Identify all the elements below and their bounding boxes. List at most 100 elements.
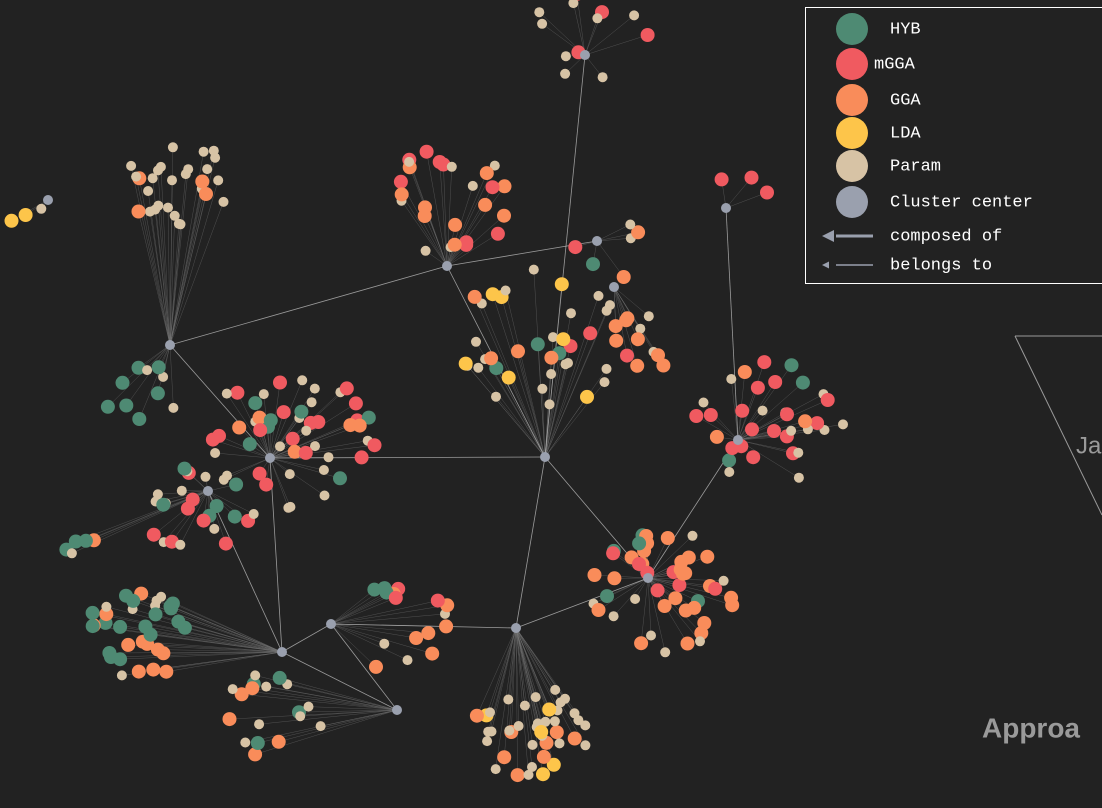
- node: [528, 264, 539, 275]
- node: [309, 383, 320, 394]
- edge: [269, 457, 324, 471]
- node: [388, 590, 403, 605]
- edge: [269, 417, 300, 459]
- node: [419, 144, 434, 159]
- legend-arrowhead: [822, 230, 834, 242]
- node: [478, 197, 493, 212]
- node: [285, 431, 300, 446]
- node: [168, 402, 179, 413]
- edge: [169, 180, 219, 346]
- edge: [424, 215, 448, 267]
- edge: [107, 344, 171, 407]
- node: [287, 444, 302, 459]
- node: [167, 142, 178, 153]
- edge: [489, 627, 517, 713]
- edge: [737, 439, 794, 454]
- edge: [486, 627, 517, 742]
- edge: [495, 396, 546, 458]
- node: [560, 51, 571, 62]
- edge: [737, 412, 786, 441]
- node: [306, 397, 317, 408]
- node: [100, 399, 115, 414]
- edge: [207, 490, 227, 544]
- node: [640, 28, 655, 42]
- node: [303, 701, 314, 712]
- node: [757, 405, 768, 416]
- node: [252, 466, 267, 481]
- node: [315, 721, 326, 732]
- node: [218, 474, 229, 485]
- edge: [120, 651, 283, 660]
- edge: [269, 457, 325, 496]
- node: [635, 323, 646, 334]
- edge: [647, 577, 652, 636]
- edge: [106, 613, 283, 653]
- node: [793, 472, 804, 483]
- node: [467, 180, 478, 191]
- edges: [11, 0, 844, 776]
- node: [745, 422, 759, 437]
- edge: [515, 627, 544, 775]
- node: [672, 578, 687, 593]
- edge: [269, 412, 284, 459]
- edge: [330, 623, 377, 668]
- cluster-center: [643, 573, 653, 583]
- node: [599, 377, 610, 388]
- node: [600, 589, 614, 604]
- node: [586, 257, 600, 272]
- link: [281, 651, 398, 711]
- node: [471, 336, 481, 347]
- edge: [212, 439, 271, 459]
- node: [698, 397, 709, 408]
- node: [784, 358, 799, 373]
- node: [757, 355, 772, 370]
- nodes: [4, 0, 848, 783]
- node: [724, 590, 739, 605]
- link: [330, 623, 398, 711]
- node: [146, 527, 161, 542]
- node: [221, 388, 232, 399]
- edge: [515, 627, 542, 733]
- edge: [169, 224, 181, 346]
- node: [568, 0, 579, 9]
- node: [218, 196, 229, 207]
- edge: [145, 626, 283, 653]
- edge: [584, 15, 635, 56]
- edge: [511, 627, 517, 732]
- legend-swatch: [836, 84, 868, 116]
- edge: [180, 490, 209, 545]
- edge: [515, 627, 519, 726]
- edge: [490, 358, 546, 458]
- node: [311, 415, 326, 429]
- node: [643, 311, 654, 322]
- node: [554, 738, 565, 749]
- node: [656, 358, 671, 373]
- node: [218, 536, 233, 551]
- edge: [401, 194, 448, 267]
- node: [348, 396, 363, 411]
- node: [568, 240, 583, 255]
- edge: [594, 574, 649, 579]
- edge: [446, 233, 499, 267]
- node: [530, 337, 545, 352]
- node: [724, 467, 735, 477]
- edge: [598, 577, 649, 611]
- node: [650, 583, 665, 598]
- node: [339, 381, 354, 396]
- node: [175, 539, 186, 550]
- node: [301, 425, 312, 436]
- node: [263, 413, 278, 428]
- edge: [135, 176, 171, 346]
- node: [85, 605, 100, 620]
- node: [491, 391, 501, 402]
- node: [126, 160, 137, 171]
- cluster-center: [511, 623, 521, 633]
- node: [394, 187, 409, 202]
- edge: [138, 211, 171, 346]
- node: [163, 599, 178, 614]
- edge: [606, 577, 649, 597]
- node: [252, 410, 267, 425]
- edge: [515, 627, 546, 722]
- cluster-center: [592, 236, 602, 246]
